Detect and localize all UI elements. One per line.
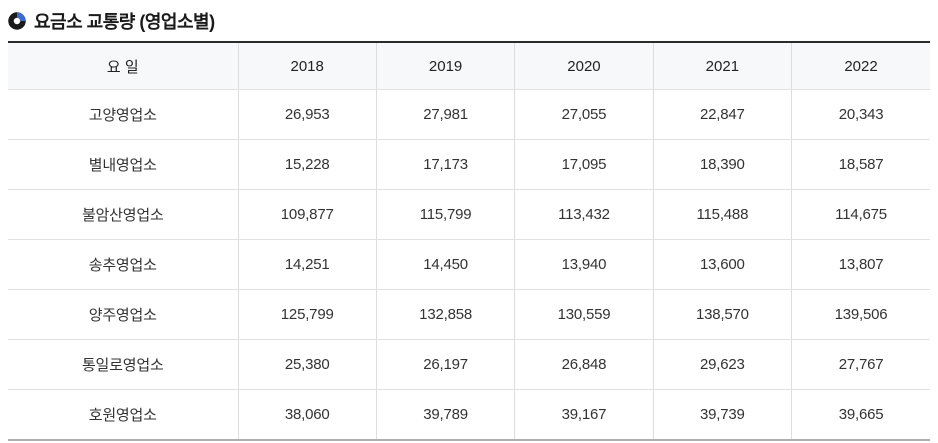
row-label: 통일로영업소 [8, 339, 238, 390]
cell-value: 38,060 [237, 389, 377, 440]
cell-value: 29,623 [652, 339, 792, 390]
donut-bullet-icon [8, 11, 26, 30]
page-title-row: 요금소 교통량 (영업소별) [0, 0, 938, 32]
table-row: 별내영업소 15,228 17,173 17,095 18,390 18,587 [8, 139, 930, 190]
cell-value: 22,847 [652, 89, 792, 140]
cell-value: 39,739 [652, 389, 792, 440]
cell-value: 115,799 [375, 189, 515, 240]
table-row: 양주영업소 125,799 132,858 130,559 138,570 13… [8, 289, 930, 340]
cell-value: 18,390 [652, 139, 792, 190]
row-label: 호원영업소 [8, 389, 238, 440]
cell-value: 15,228 [237, 139, 377, 190]
cell-value: 27,767 [791, 339, 930, 390]
cell-value: 113,432 [514, 189, 654, 240]
column-header-2019: 2019 [375, 42, 515, 90]
cell-value: 26,848 [514, 339, 654, 390]
cell-value: 13,940 [514, 239, 654, 290]
row-label: 양주영업소 [8, 289, 238, 340]
cell-value: 13,807 [791, 239, 930, 290]
cell-value: 132,858 [375, 289, 515, 340]
cell-value: 14,251 [237, 239, 377, 290]
table-row: 송추영업소 14,251 14,450 13,940 13,600 13,807 [8, 239, 930, 290]
cell-value: 13,600 [652, 239, 792, 290]
cell-value: 17,095 [514, 139, 654, 190]
row-label: 별내영업소 [8, 139, 238, 190]
donut-accent-quarter [8, 11, 26, 30]
cell-value: 114,675 [791, 189, 930, 240]
cell-value: 27,055 [514, 89, 654, 140]
tollgate-traffic-table: 요 일 2018 2019 2020 2021 2022 고양영업소 26,95… [8, 41, 930, 441]
cell-value: 26,953 [237, 89, 377, 140]
cell-value: 26,197 [375, 339, 515, 390]
cell-value: 14,450 [375, 239, 515, 290]
row-label: 고양영업소 [8, 89, 238, 140]
cell-value: 39,789 [375, 389, 515, 440]
cell-value: 138,570 [652, 289, 792, 340]
cell-value: 139,506 [791, 289, 930, 340]
table-row: 호원영업소 38,060 39,789 39,167 39,739 39,665 [8, 389, 930, 440]
column-header-2022: 2022 [791, 42, 930, 90]
cell-value: 115,488 [652, 189, 792, 240]
table-row: 고양영업소 26,953 27,981 27,055 22,847 20,343 [8, 89, 930, 140]
cell-value: 20,343 [791, 89, 930, 140]
column-header-2021: 2021 [652, 42, 792, 90]
row-label: 불암산영업소 [8, 189, 238, 240]
cell-value: 130,559 [514, 289, 654, 340]
column-header-2018: 2018 [237, 42, 377, 90]
table-row: 불암산영업소 109,877 115,799 113,432 115,488 1… [8, 189, 930, 240]
cell-value: 39,665 [791, 389, 930, 440]
cell-value: 125,799 [237, 289, 377, 340]
table-row: 통일로영업소 25,380 26,197 26,848 29,623 27,76… [8, 339, 930, 390]
cell-value: 25,380 [237, 339, 377, 390]
table-header-row: 요 일 2018 2019 2020 2021 2022 [8, 42, 930, 90]
cell-value: 39,167 [514, 389, 654, 440]
column-header-label: 요 일 [8, 42, 238, 90]
cell-value: 27,981 [375, 89, 515, 140]
column-header-2020: 2020 [514, 42, 654, 90]
cell-value: 18,587 [791, 139, 930, 190]
cell-value: 17,173 [375, 139, 515, 190]
row-label: 송추영업소 [8, 239, 238, 290]
page-title: 요금소 교통량 (영업소별) [34, 11, 215, 32]
cell-value: 109,877 [237, 189, 377, 240]
